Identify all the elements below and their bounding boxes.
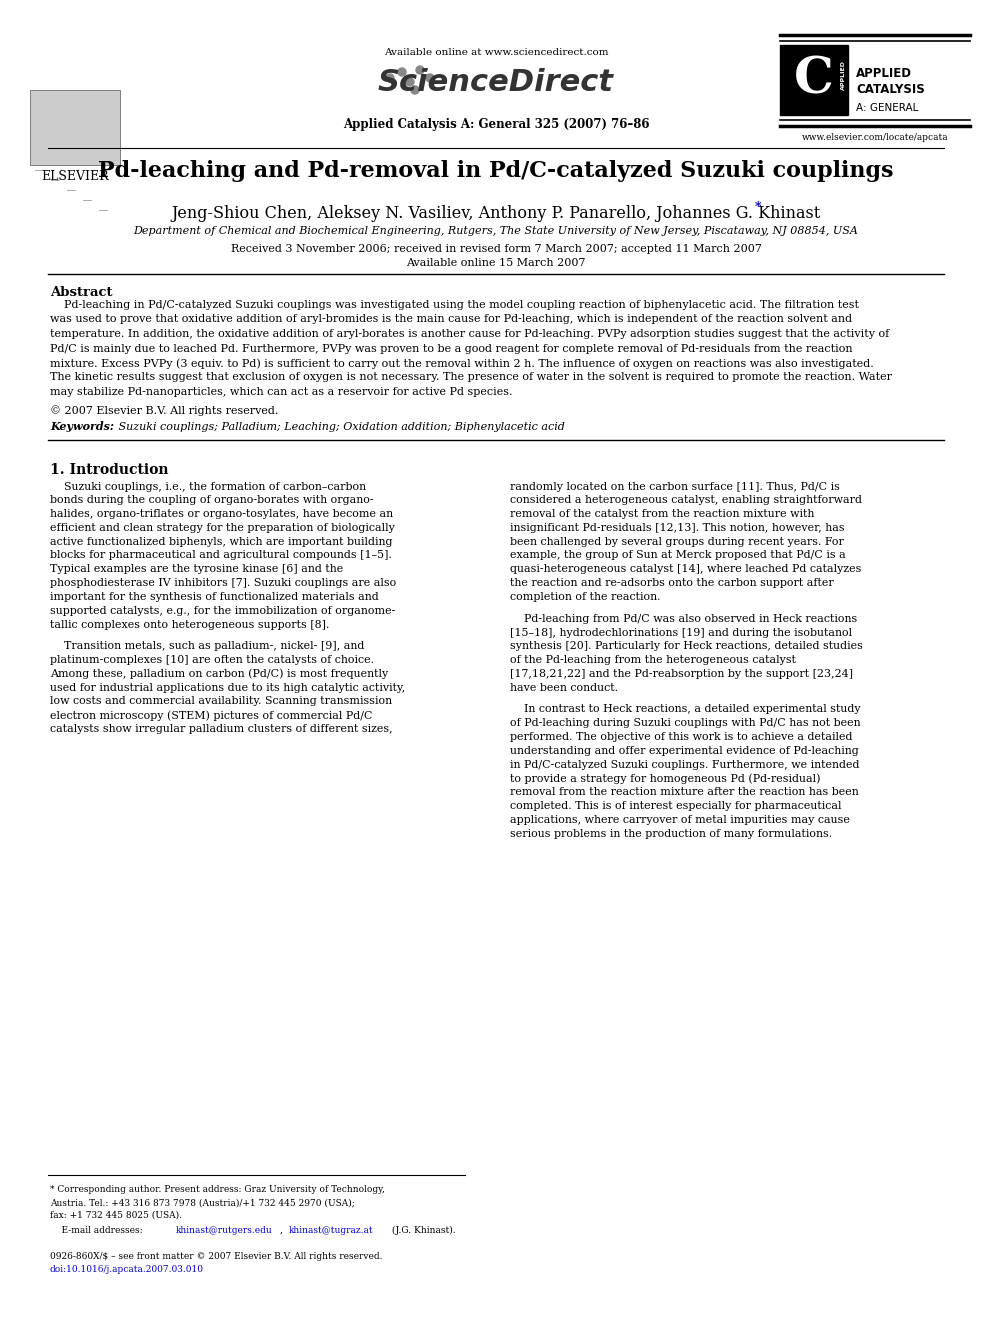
Circle shape	[411, 86, 419, 94]
Text: *: *	[755, 201, 762, 214]
Text: E-mail addresses:: E-mail addresses:	[50, 1226, 146, 1234]
Text: A: GENERAL: A: GENERAL	[856, 103, 919, 112]
Text: the reaction and re-adsorbs onto the carbon support after: the reaction and re-adsorbs onto the car…	[510, 578, 833, 589]
Text: catalysts show irregular palladium clusters of different sizes,: catalysts show irregular palladium clust…	[50, 724, 393, 734]
Circle shape	[426, 74, 434, 82]
Text: ScienceDirect: ScienceDirect	[378, 67, 614, 97]
Text: important for the synthesis of functionalized materials and: important for the synthesis of functiona…	[50, 591, 379, 602]
Text: (J.G. Khinast).: (J.G. Khinast).	[389, 1226, 455, 1236]
Circle shape	[416, 66, 424, 74]
Text: quasi-heterogeneous catalyst [14], where leached Pd catalyzes: quasi-heterogeneous catalyst [14], where…	[510, 565, 861, 574]
Text: Pd-leaching and Pd-removal in Pd/C-catalyzed Suzuki couplings: Pd-leaching and Pd-removal in Pd/C-catal…	[98, 160, 894, 183]
FancyBboxPatch shape	[780, 45, 848, 115]
Text: Pd/C is mainly due to leached Pd. Furthermore, PVPy was proven to be a good reag: Pd/C is mainly due to leached Pd. Furthe…	[50, 344, 853, 353]
Text: blocks for pharmaceutical and agricultural compounds [1–5].: blocks for pharmaceutical and agricultur…	[50, 550, 392, 561]
Text: Department of Chemical and Biochemical Engineering, Rutgers, The State Universit: Department of Chemical and Biochemical E…	[134, 226, 858, 235]
Text: khinast@rutgers.edu: khinast@rutgers.edu	[176, 1226, 273, 1234]
Text: been challenged by several groups during recent years. For: been challenged by several groups during…	[510, 537, 844, 546]
Text: considered a heterogeneous catalyst, enabling straightforward: considered a heterogeneous catalyst, ena…	[510, 495, 862, 505]
Text: Abstract: Abstract	[50, 286, 112, 299]
Text: Jeng-Shiou Chen, Aleksey N. Vasiliev, Anthony P. Panarello, Johannes G. Khinast: Jeng-Shiou Chen, Aleksey N. Vasiliev, An…	[172, 205, 820, 222]
Text: Suzuki couplings, i.e., the formation of carbon–carbon: Suzuki couplings, i.e., the formation of…	[50, 482, 366, 492]
Text: removal from the reaction mixture after the reaction has been: removal from the reaction mixture after …	[510, 787, 859, 798]
Circle shape	[406, 78, 414, 86]
Text: understanding and offer experimental evidence of Pd-leaching: understanding and offer experimental evi…	[510, 746, 859, 755]
Circle shape	[386, 74, 394, 82]
Text: have been conduct.: have been conduct.	[510, 683, 618, 693]
Text: of the Pd-leaching from the heterogeneous catalyst: of the Pd-leaching from the heterogeneou…	[510, 655, 796, 665]
Text: Suzuki couplings; Palladium; Leaching; Oxidation addition; Biphenylacetic acid: Suzuki couplings; Palladium; Leaching; O…	[115, 422, 564, 431]
Text: completion of the reaction.: completion of the reaction.	[510, 591, 661, 602]
FancyBboxPatch shape	[30, 90, 120, 165]
Text: used for industrial applications due to its high catalytic activity,: used for industrial applications due to …	[50, 683, 406, 693]
Text: serious problems in the production of many formulations.: serious problems in the production of ma…	[510, 828, 832, 839]
Text: tallic complexes onto heterogeneous supports [8].: tallic complexes onto heterogeneous supp…	[50, 619, 329, 630]
Text: khinast@tugraz.at: khinast@tugraz.at	[289, 1226, 374, 1234]
Text: Pd-leaching in Pd/C-catalyzed Suzuki couplings was investigated using the model : Pd-leaching in Pd/C-catalyzed Suzuki cou…	[50, 300, 859, 310]
Text: Keywords:: Keywords:	[50, 422, 114, 433]
Text: CATALYSIS: CATALYSIS	[856, 83, 925, 97]
Text: In contrast to Heck reactions, a detailed experimental study: In contrast to Heck reactions, a detaile…	[510, 705, 861, 714]
Text: synthesis [20]. Particularly for Heck reactions, detailed studies: synthesis [20]. Particularly for Heck re…	[510, 642, 863, 651]
Text: Among these, palladium on carbon (Pd/C) is most frequently: Among these, palladium on carbon (Pd/C) …	[50, 669, 388, 680]
Text: APPLIED: APPLIED	[841, 60, 846, 90]
Text: [17,18,21,22] and the Pd-reabsorption by the support [23,24]: [17,18,21,22] and the Pd-reabsorption by…	[510, 669, 853, 679]
Text: supported catalysts, e.g., for the immobilization of organome-: supported catalysts, e.g., for the immob…	[50, 606, 396, 615]
Text: Austria. Tel.: +43 316 873 7978 (Austria)/+1 732 445 2970 (USA);: Austria. Tel.: +43 316 873 7978 (Austria…	[50, 1199, 355, 1207]
Text: 1. Introduction: 1. Introduction	[50, 463, 169, 478]
Text: ELSEVIER: ELSEVIER	[42, 169, 109, 183]
Text: removal of the catalyst from the reaction mixture with: removal of the catalyst from the reactio…	[510, 509, 814, 519]
Text: bonds during the coupling of organo-borates with organo-: bonds during the coupling of organo-bora…	[50, 495, 374, 505]
Text: phosphodiesterase IV inhibitors [7]. Suzuki couplings are also: phosphodiesterase IV inhibitors [7]. Suz…	[50, 578, 396, 589]
Text: randomly located on the carbon surface [11]. Thus, Pd/C is: randomly located on the carbon surface […	[510, 482, 840, 492]
Text: to provide a strategy for homogeneous Pd (Pd-residual): to provide a strategy for homogeneous Pd…	[510, 774, 820, 785]
Text: 0926-860X/$ – see front matter © 2007 Elsevier B.V. All rights reserved.: 0926-860X/$ – see front matter © 2007 El…	[50, 1252, 383, 1261]
Text: The kinetic results suggest that exclusion of oxygen is not necessary. The prese: The kinetic results suggest that exclusi…	[50, 373, 892, 382]
Text: electron microscopy (STEM) pictures of commercial Pd/C: electron microscopy (STEM) pictures of c…	[50, 710, 373, 721]
Text: was used to prove that oxidative addition of aryl-bromides is the main cause for: was used to prove that oxidative additio…	[50, 315, 852, 324]
Text: example, the group of Sun at Merck proposed that Pd/C is a: example, the group of Sun at Merck propo…	[510, 550, 846, 561]
Text: temperature. In addition, the oxidative addition of aryl-borates is another caus: temperature. In addition, the oxidative …	[50, 329, 889, 339]
Text: applications, where carryover of metal impurities may cause: applications, where carryover of metal i…	[510, 815, 850, 826]
Text: mixture. Excess PVPy (3 equiv. to Pd) is sufficient to carry out the removal wit: mixture. Excess PVPy (3 equiv. to Pd) is…	[50, 359, 874, 369]
Text: [15–18], hydrodechlorinations [19] and during the isobutanol: [15–18], hydrodechlorinations [19] and d…	[510, 627, 852, 638]
Text: Received 3 November 2006; received in revised form 7 March 2007; accepted 11 Mar: Received 3 November 2006; received in re…	[230, 243, 762, 254]
Text: halides, organo-triflates or organo-tosylates, have become an: halides, organo-triflates or organo-tosy…	[50, 509, 393, 519]
Text: doi:10.1016/j.apcata.2007.03.010: doi:10.1016/j.apcata.2007.03.010	[50, 1265, 204, 1274]
Text: performed. The objective of this work is to achieve a detailed: performed. The objective of this work is…	[510, 732, 852, 742]
Text: of Pd-leaching during Suzuki couplings with Pd/C has not been: of Pd-leaching during Suzuki couplings w…	[510, 718, 861, 728]
Text: Pd-leaching from Pd/C was also observed in Heck reactions: Pd-leaching from Pd/C was also observed …	[510, 614, 857, 623]
Text: © 2007 Elsevier B.V. All rights reserved.: © 2007 Elsevier B.V. All rights reserved…	[50, 406, 279, 417]
Text: active functionalized biphenyls, which are important building: active functionalized biphenyls, which a…	[50, 537, 393, 546]
Text: ,: ,	[280, 1226, 286, 1234]
Text: platinum-complexes [10] are often the catalysts of choice.: platinum-complexes [10] are often the ca…	[50, 655, 374, 665]
Text: fax: +1 732 445 8025 (USA).: fax: +1 732 445 8025 (USA).	[50, 1211, 182, 1220]
Text: C: C	[794, 56, 834, 105]
Text: APPLIED: APPLIED	[856, 67, 912, 79]
Text: Transition metals, such as palladium-, nickel- [9], and: Transition metals, such as palladium-, n…	[50, 642, 364, 651]
Text: Available online at www.sciencedirect.com: Available online at www.sciencedirect.co…	[384, 48, 608, 57]
Text: efficient and clean strategy for the preparation of biologically: efficient and clean strategy for the pre…	[50, 523, 395, 533]
Circle shape	[398, 67, 406, 75]
Text: in Pd/C-catalyzed Suzuki couplings. Furthermore, we intended: in Pd/C-catalyzed Suzuki couplings. Furt…	[510, 759, 859, 770]
Text: Available online 15 March 2007: Available online 15 March 2007	[407, 258, 585, 269]
Text: low costs and commercial availability. Scanning transmission: low costs and commercial availability. S…	[50, 696, 392, 706]
Text: completed. This is of interest especially for pharmaceutical: completed. This is of interest especiall…	[510, 802, 841, 811]
Text: may stabilize Pd-nanoparticles, which can act as a reservoir for active Pd speci: may stabilize Pd-nanoparticles, which ca…	[50, 388, 513, 397]
Text: Applied Catalysis A: General 325 (2007) 76–86: Applied Catalysis A: General 325 (2007) …	[343, 118, 649, 131]
Text: insignificant Pd-residuals [12,13]. This notion, however, has: insignificant Pd-residuals [12,13]. This…	[510, 523, 844, 533]
Text: * Corresponding author. Present address: Graz University of Technology,: * Corresponding author. Present address:…	[50, 1185, 385, 1193]
Text: www.elsevier.com/locate/apcata: www.elsevier.com/locate/apcata	[802, 134, 948, 142]
Text: Typical examples are the tyrosine kinase [6] and the: Typical examples are the tyrosine kinase…	[50, 565, 343, 574]
